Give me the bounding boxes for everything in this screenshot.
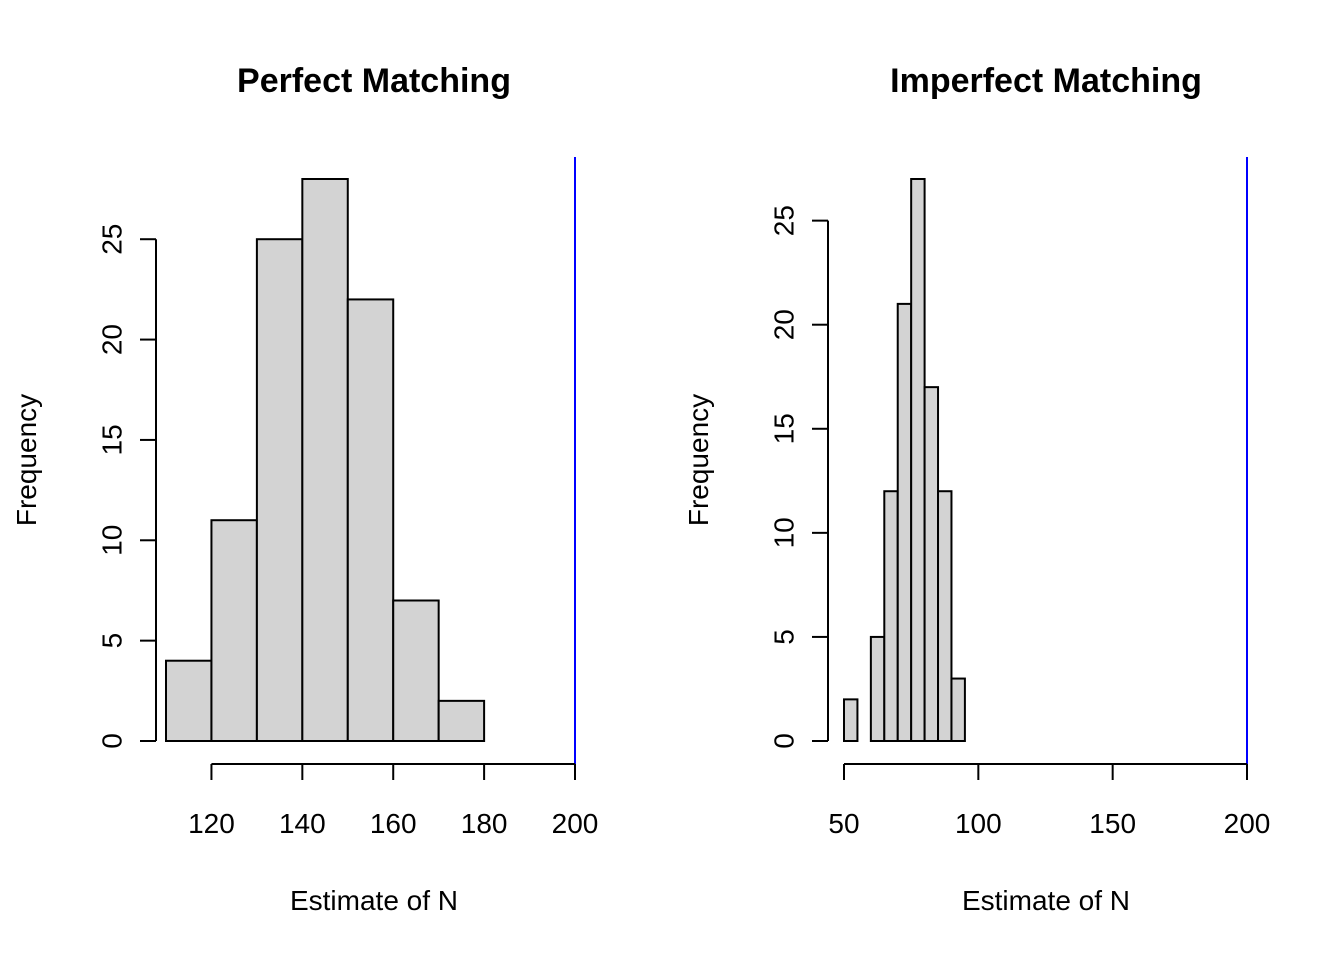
histogram-imperfect-matching: Imperfect Matching Frequency Estimate of…	[683, 62, 1270, 916]
bar-110-120	[165, 659, 213, 743]
bar-160-170	[392, 599, 440, 742]
y-tick-label-15: 15	[97, 424, 128, 455]
bar-150-160	[346, 298, 395, 742]
y-tick-label-15: 15	[769, 413, 800, 444]
chart-title: Perfect Matching	[237, 62, 511, 100]
bar-80-85	[923, 386, 940, 742]
bar-120-130	[210, 519, 258, 743]
x-tick-label-180: 180	[461, 808, 508, 839]
y-tick-label-25: 25	[769, 205, 800, 236]
bar-90-95	[950, 677, 966, 742]
y-tick-label-20: 20	[769, 309, 800, 340]
y-tick-label-10: 10	[97, 525, 128, 556]
y-tick-label-10: 10	[769, 517, 800, 548]
bars	[843, 178, 966, 742]
y-axis: 0 5 10 15 20 25	[769, 205, 829, 749]
y-tick-label-5: 5	[97, 633, 128, 649]
x-tick-label-150: 150	[1089, 808, 1136, 839]
y-axis-label: Frequency	[11, 394, 42, 526]
bar-70-75	[896, 302, 913, 742]
chart-title: Imperfect Matching	[890, 62, 1202, 100]
x-tick-label-160: 160	[370, 808, 417, 839]
x-tick-label-140: 140	[279, 808, 326, 839]
y-tick-label-0: 0	[97, 733, 128, 749]
histogram-perfect-matching: Perfect Matching Frequency Estimate of N…	[11, 62, 598, 916]
bar-60-65	[869, 635, 886, 742]
x-tick-label-200: 200	[552, 808, 599, 839]
x-tick-label-50: 50	[828, 808, 859, 839]
x-axis: 50 100 150 200	[828, 763, 1271, 839]
x-axis: 120 140 160 180 200	[188, 763, 599, 839]
bar-170-180	[437, 699, 486, 742]
x-tick-label-200: 200	[1224, 808, 1271, 839]
bar-75-80	[910, 178, 926, 742]
y-axis: 0 5 10 15 20 25	[97, 224, 157, 749]
bar-130-140	[255, 238, 304, 742]
x-axis-label: Estimate of N	[290, 885, 458, 916]
bar-50-55	[843, 698, 859, 742]
x-tick-label-100: 100	[955, 808, 1002, 839]
bar-140-150	[301, 178, 349, 742]
bars	[165, 178, 486, 743]
y-tick-label-5: 5	[769, 629, 800, 645]
y-axis-label: Frequency	[683, 394, 714, 526]
x-tick-label-120: 120	[188, 808, 235, 839]
bar-85-90	[937, 490, 953, 742]
bar-65-70	[883, 490, 899, 742]
y-tick-label-20: 20	[97, 324, 128, 355]
x-axis-label: Estimate of N	[962, 885, 1130, 916]
y-tick-label-0: 0	[769, 733, 800, 749]
y-tick-label-25: 25	[97, 224, 128, 255]
